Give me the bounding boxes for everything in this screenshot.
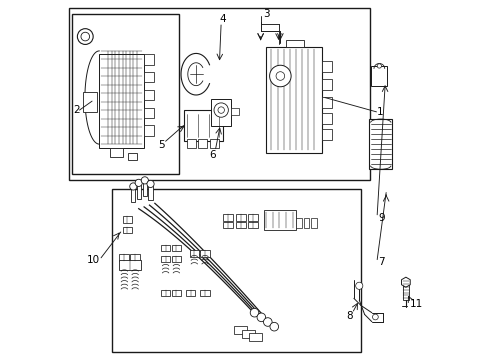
Bar	[189, 250, 199, 257]
Bar	[119, 260, 140, 270]
Text: 4: 4	[219, 14, 226, 24]
Bar	[200, 250, 209, 257]
Bar	[144, 54, 154, 64]
Bar	[72, 14, 179, 174]
Bar	[368, 119, 392, 169]
Bar	[200, 290, 209, 296]
Polygon shape	[128, 153, 137, 160]
Bar	[223, 222, 233, 228]
Bar	[161, 290, 170, 296]
Bar	[83, 92, 97, 112]
Bar	[144, 126, 154, 136]
Bar	[183, 110, 223, 140]
Circle shape	[77, 29, 93, 44]
Bar	[321, 97, 331, 108]
Bar	[371, 66, 386, 86]
Bar	[248, 222, 258, 228]
Circle shape	[269, 322, 278, 331]
Bar	[241, 330, 254, 338]
Text: 9: 9	[377, 213, 384, 222]
Bar	[144, 72, 154, 82]
Bar	[187, 139, 196, 148]
Bar	[321, 79, 331, 90]
Bar	[321, 129, 331, 140]
Bar	[122, 227, 132, 233]
Bar	[321, 113, 331, 124]
Bar	[99, 54, 144, 148]
Bar	[144, 90, 154, 100]
Bar	[171, 256, 181, 262]
Bar	[110, 148, 122, 157]
Circle shape	[257, 313, 265, 321]
Circle shape	[129, 183, 137, 190]
Bar	[69, 8, 369, 180]
Bar	[321, 61, 331, 72]
Circle shape	[214, 103, 228, 117]
Text: 2: 2	[73, 105, 80, 115]
Text: 6: 6	[209, 150, 215, 160]
Text: 5: 5	[158, 140, 164, 150]
Bar	[136, 184, 141, 199]
Bar	[248, 215, 258, 221]
Bar	[234, 326, 247, 334]
Text: 11: 11	[409, 299, 423, 309]
Bar	[231, 108, 239, 116]
Bar	[171, 290, 181, 296]
Bar	[198, 139, 206, 148]
Bar	[296, 218, 302, 228]
Bar	[235, 215, 245, 221]
Bar	[235, 222, 245, 228]
Bar	[185, 290, 195, 296]
Bar	[161, 245, 170, 251]
Bar	[303, 218, 309, 228]
Bar	[112, 189, 360, 352]
Circle shape	[218, 107, 224, 113]
Polygon shape	[401, 277, 409, 287]
Bar	[223, 215, 233, 221]
Circle shape	[147, 180, 154, 188]
Text: 3: 3	[262, 9, 269, 19]
Circle shape	[276, 72, 284, 80]
Bar	[285, 40, 303, 47]
Bar	[310, 218, 316, 228]
Bar	[211, 99, 231, 126]
Bar	[210, 139, 219, 148]
Circle shape	[376, 64, 381, 68]
Circle shape	[372, 314, 378, 320]
Circle shape	[135, 179, 142, 186]
Bar	[265, 47, 321, 153]
Text: 1: 1	[376, 107, 383, 117]
Circle shape	[250, 309, 258, 317]
Text: 10: 10	[87, 255, 100, 265]
Bar	[130, 253, 140, 261]
Bar	[248, 333, 261, 341]
Bar	[131, 188, 135, 202]
Bar	[142, 182, 147, 196]
Bar	[119, 253, 129, 261]
Bar	[402, 280, 408, 300]
Bar	[161, 256, 170, 262]
Bar	[148, 185, 152, 200]
Bar	[264, 211, 296, 230]
Text: 8: 8	[345, 311, 352, 321]
Circle shape	[355, 282, 362, 289]
Circle shape	[269, 65, 290, 87]
Circle shape	[263, 318, 271, 326]
Text: 7: 7	[377, 257, 384, 267]
Bar	[122, 216, 132, 223]
Bar	[171, 245, 181, 251]
Bar	[144, 108, 154, 118]
Circle shape	[81, 32, 89, 41]
Circle shape	[141, 177, 148, 184]
